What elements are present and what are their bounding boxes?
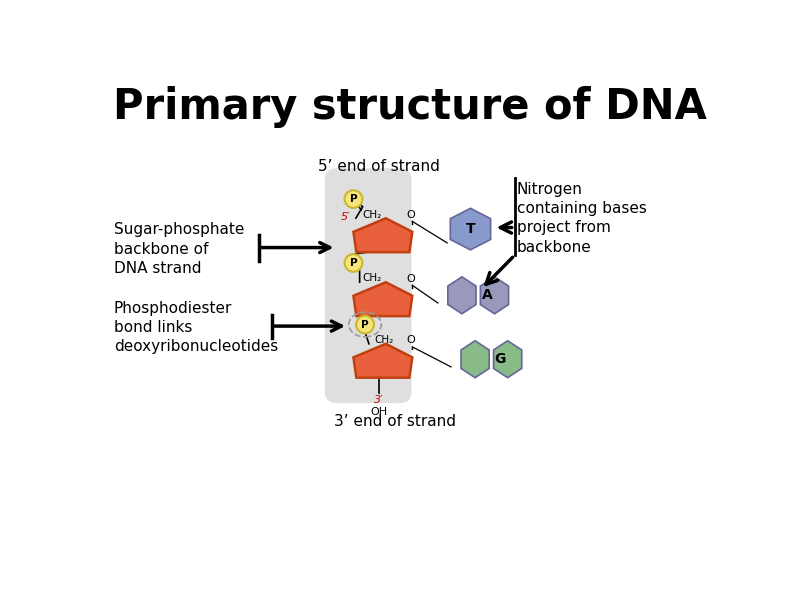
Text: CH₂: CH₂ (362, 210, 382, 220)
Polygon shape (354, 218, 412, 252)
Circle shape (345, 254, 362, 272)
Polygon shape (480, 277, 509, 314)
Polygon shape (354, 344, 412, 377)
Text: G: G (494, 352, 506, 366)
Polygon shape (450, 208, 490, 250)
Text: Sugar-phosphate
backbone of
DNA strand: Sugar-phosphate backbone of DNA strand (114, 223, 244, 276)
Text: O: O (406, 210, 415, 220)
Text: O: O (406, 335, 415, 346)
Text: Phosphodiester
bond links
deoxyribonucleotides: Phosphodiester bond links deoxyribonucle… (114, 301, 278, 355)
Polygon shape (354, 282, 412, 316)
Polygon shape (494, 341, 522, 377)
Text: P: P (350, 194, 358, 204)
Text: Nitrogen
containing bases
project from
backbone: Nitrogen containing bases project from b… (517, 182, 647, 254)
Circle shape (345, 190, 362, 208)
Text: P: P (362, 320, 369, 329)
Text: O: O (406, 274, 415, 284)
Text: 5′: 5′ (341, 212, 350, 222)
Text: Primary structure of DNA: Primary structure of DNA (113, 86, 707, 128)
Text: 3’ end of strand: 3’ end of strand (334, 414, 455, 429)
Text: 3′: 3′ (374, 395, 384, 404)
Text: P: P (350, 258, 358, 268)
Text: A: A (482, 289, 492, 302)
Polygon shape (461, 341, 489, 377)
Text: CH₂: CH₂ (374, 335, 394, 344)
Circle shape (356, 316, 374, 334)
Text: CH₂: CH₂ (362, 273, 382, 283)
Text: T: T (466, 222, 475, 236)
Text: 5’ end of strand: 5’ end of strand (318, 158, 440, 173)
Text: OH: OH (370, 407, 387, 417)
Polygon shape (448, 277, 476, 314)
FancyBboxPatch shape (325, 168, 411, 403)
